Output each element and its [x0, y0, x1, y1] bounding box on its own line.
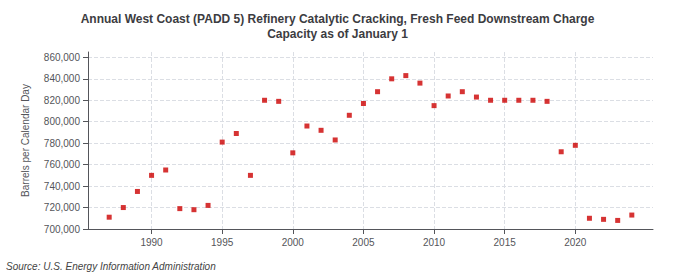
svg-text:720,000: 720,000 [44, 202, 81, 213]
svg-text:2020: 2020 [564, 237, 587, 248]
svg-text:780,000: 780,000 [44, 138, 81, 149]
svg-text:1990: 1990 [140, 237, 163, 248]
svg-text:Source: U.S. Energy Informatio: Source: U.S. Energy Information Administ… [6, 261, 216, 272]
svg-text:Capacity as of January 1: Capacity as of January 1 [267, 27, 408, 41]
svg-text:Annual West Coast (PADD 5) Ref: Annual West Coast (PADD 5) Refinery Cata… [81, 12, 595, 26]
svg-text:860,000: 860,000 [44, 52, 81, 63]
svg-text:800,000: 800,000 [44, 116, 81, 127]
svg-text:2015: 2015 [494, 237, 517, 248]
svg-text:700,000: 700,000 [44, 224, 81, 235]
svg-text:840,000: 840,000 [44, 73, 81, 84]
svg-text:2010: 2010 [423, 237, 446, 248]
svg-text:2005: 2005 [352, 237, 375, 248]
svg-text:740,000: 740,000 [44, 181, 81, 192]
svg-text:Barrels per Calendar Day: Barrels per Calendar Day [20, 84, 31, 197]
svg-text:2000: 2000 [282, 237, 305, 248]
svg-text:1995: 1995 [211, 237, 234, 248]
svg-text:760,000: 760,000 [44, 159, 81, 170]
svg-text:820,000: 820,000 [44, 95, 81, 106]
